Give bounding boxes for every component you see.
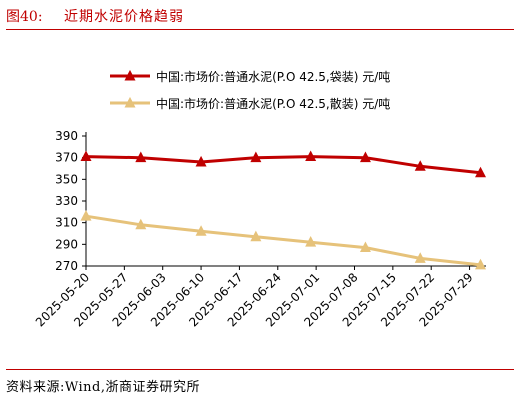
legend-marker-1 xyxy=(124,69,136,81)
series-1-marker xyxy=(475,166,487,178)
series-2-marker xyxy=(305,236,317,247)
y-tick-label: 290 xyxy=(55,237,78,251)
y-tick-label: 270 xyxy=(55,259,78,273)
legend-label-1: 中国:市场价:普通水泥(P.O 42.5,袋装) 元/吨 xyxy=(156,69,390,84)
source-note: 资料来源:Wind,浙商证券研究所 xyxy=(6,380,200,395)
series-2-marker xyxy=(250,230,262,242)
y-tick-label: 350 xyxy=(55,172,78,186)
series-1-marker xyxy=(414,160,426,171)
y-tick-label: 310 xyxy=(55,216,78,230)
series-1-marker xyxy=(250,151,262,163)
y-tick-label: 390 xyxy=(55,129,78,143)
footer-rule xyxy=(6,369,514,370)
series-line-1 xyxy=(85,155,481,175)
series-1-marker xyxy=(80,150,92,162)
series-2-marker xyxy=(80,210,92,221)
y-tick-label: 370 xyxy=(55,151,78,165)
y-tick-label: 330 xyxy=(55,194,78,208)
series-2-marker xyxy=(414,252,426,263)
legend-marker-2 xyxy=(124,96,136,108)
series-2-marker xyxy=(195,225,207,236)
figure-header: 图40: 近期水泥价格趋弱 xyxy=(6,4,514,28)
chart-plot-area xyxy=(80,150,487,270)
header-rule xyxy=(6,29,514,30)
figure-title: 近期水泥价格趋弱 xyxy=(64,9,184,25)
chart-legend: 中国:市场价:普通水泥(P.O 42.5,袋装) 元/吨中国:市场价:普通水泥(… xyxy=(110,69,390,111)
series-2-marker xyxy=(359,241,371,253)
series-1-marker xyxy=(305,150,317,162)
figure-number: 图40: xyxy=(6,9,43,25)
series-2-marker xyxy=(135,218,147,230)
series-line-2 xyxy=(85,214,481,267)
series-2-marker xyxy=(475,258,487,270)
series-1-marker xyxy=(359,151,371,163)
series-1-marker xyxy=(195,155,207,167)
series-1-marker xyxy=(135,151,147,163)
legend-label-2: 中国:市场价:普通水泥(P.O 42.5,散装) 元/吨 xyxy=(156,96,390,111)
